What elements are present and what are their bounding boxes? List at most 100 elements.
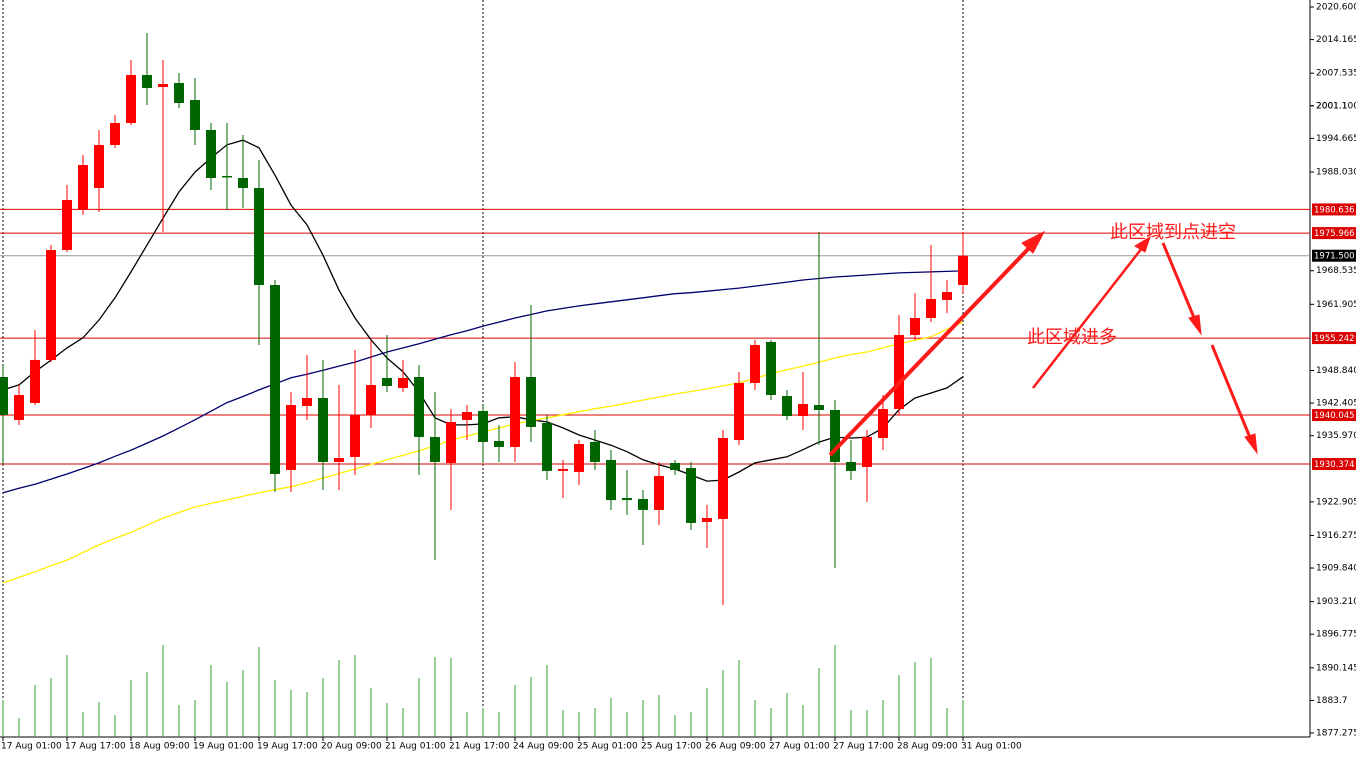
candle-body bbox=[894, 334, 904, 410]
x-tick-label: 17 Aug 17:00 bbox=[65, 742, 126, 752]
candle-body bbox=[126, 74, 136, 123]
candle-body bbox=[478, 410, 488, 442]
y-tick-label: 1948.840 bbox=[1316, 366, 1356, 376]
candle-body bbox=[654, 475, 664, 510]
y-tick-label: 1935.970 bbox=[1316, 431, 1356, 441]
candle-body bbox=[734, 382, 744, 440]
price-label: 1955.242 bbox=[1314, 334, 1355, 344]
x-tick-label: 19 Aug 17:00 bbox=[257, 742, 318, 752]
candle-body bbox=[158, 83, 168, 88]
y-tick-label: 1883.7 bbox=[1316, 696, 1348, 706]
candle-body bbox=[78, 164, 88, 210]
x-tick-label: 17 Aug 01:00 bbox=[1, 742, 62, 752]
price-label: 1975.966 bbox=[1314, 229, 1355, 239]
candle-body bbox=[238, 178, 248, 188]
price-label-box bbox=[1312, 203, 1356, 216]
candle-body bbox=[366, 384, 376, 415]
candle-body bbox=[926, 298, 936, 318]
y-tick-label: 1916.275 bbox=[1316, 531, 1356, 541]
candle-body bbox=[670, 462, 680, 470]
candle-body bbox=[494, 440, 504, 447]
price-label-box bbox=[1312, 249, 1356, 262]
price-label: 1940.045 bbox=[1314, 411, 1355, 421]
candle-body bbox=[958, 255, 968, 285]
candle-body bbox=[174, 82, 184, 103]
y-tick-label: 2001.100 bbox=[1316, 101, 1356, 111]
candle-body bbox=[830, 410, 840, 462]
candle-body bbox=[574, 443, 584, 472]
y-tick-label: 1988.030 bbox=[1316, 167, 1356, 177]
y-tick-label: 1942.405 bbox=[1316, 399, 1356, 409]
moving-average bbox=[2, 270, 964, 494]
candle-body bbox=[606, 459, 616, 501]
y-tick-label: 1890.145 bbox=[1316, 663, 1356, 673]
y-tick-label: 1909.840 bbox=[1316, 564, 1356, 574]
candle-body bbox=[206, 129, 216, 179]
candle-body bbox=[0, 376, 8, 415]
candle-body bbox=[46, 249, 56, 360]
candle-body bbox=[558, 468, 568, 471]
y-tick-label: 2020.600 bbox=[1316, 3, 1356, 13]
y-tick-label: 2014.165 bbox=[1316, 35, 1356, 45]
candle-body bbox=[190, 100, 200, 130]
arrow-head bbox=[1244, 433, 1258, 455]
y-tick-label: 1896.775 bbox=[1316, 630, 1356, 640]
candle-body bbox=[590, 441, 600, 462]
x-tick-label: 24 Aug 09:00 bbox=[513, 742, 574, 752]
price-label-box bbox=[1312, 409, 1356, 422]
candle-body bbox=[622, 497, 632, 501]
candle-body bbox=[910, 317, 920, 335]
candle-body bbox=[686, 467, 696, 523]
annotation: 此区域到点进空 bbox=[1110, 222, 1236, 243]
arrow bbox=[1210, 344, 1253, 441]
candle-body bbox=[270, 284, 280, 474]
arrow bbox=[828, 243, 1034, 457]
y-tick-label: 1961.905 bbox=[1316, 300, 1356, 310]
candle-body bbox=[318, 397, 328, 462]
x-tick-label: 27 Aug 01:00 bbox=[769, 742, 830, 752]
price-label: 1971.500 bbox=[1314, 252, 1355, 262]
candle-body bbox=[398, 377, 408, 388]
y-tick-label: 2007.535 bbox=[1316, 69, 1356, 79]
y-tick-label: 1877.275 bbox=[1316, 729, 1356, 739]
x-tick-label: 31 Aug 01:00 bbox=[961, 742, 1022, 752]
x-tick-label: 21 Aug 17:00 bbox=[449, 742, 510, 752]
candle-body bbox=[382, 377, 392, 386]
candle-body bbox=[878, 409, 888, 438]
arrow-head bbox=[1188, 314, 1202, 336]
x-tick-label: 21 Aug 01:00 bbox=[385, 742, 446, 752]
y-tick-label: 1968.535 bbox=[1316, 266, 1356, 276]
price-label: 1930.374 bbox=[1314, 460, 1355, 470]
candle-body bbox=[862, 436, 872, 467]
y-tick-label: 2001.1 bbox=[1316, 101, 1348, 111]
candle-body bbox=[526, 376, 536, 427]
x-tick-label: 25 Aug 17:00 bbox=[641, 742, 702, 752]
y-tick-label: 1903.210 bbox=[1316, 597, 1356, 607]
candle-body bbox=[942, 291, 952, 300]
arrows bbox=[828, 230, 1258, 457]
candle-body bbox=[718, 437, 728, 519]
candle-body bbox=[110, 122, 120, 145]
candle-body bbox=[94, 144, 104, 188]
y-tick-label: 1994.665 bbox=[1316, 134, 1356, 144]
arrow bbox=[1032, 247, 1143, 389]
candle-body bbox=[14, 395, 24, 420]
x-tick-label: 28 Aug 09:00 bbox=[897, 742, 958, 752]
annotation: 此区域进多 bbox=[1027, 327, 1117, 348]
candle-body bbox=[414, 376, 424, 437]
candle-body bbox=[254, 187, 264, 285]
candle-body bbox=[286, 404, 296, 470]
price-label: 1980.636 bbox=[1314, 205, 1355, 215]
candle-body bbox=[702, 517, 712, 522]
candle-body bbox=[462, 411, 472, 420]
candle-body bbox=[766, 341, 776, 396]
x-tick-label: 27 Aug 17:00 bbox=[833, 742, 894, 752]
price-label-box bbox=[1312, 227, 1356, 240]
arrow-head bbox=[1134, 235, 1151, 253]
candle-body bbox=[142, 74, 152, 88]
candle-body bbox=[302, 397, 312, 407]
candle-body bbox=[846, 461, 856, 471]
x-tick-label: 18 Aug 09:00 bbox=[129, 742, 190, 752]
candle-body bbox=[750, 344, 760, 383]
